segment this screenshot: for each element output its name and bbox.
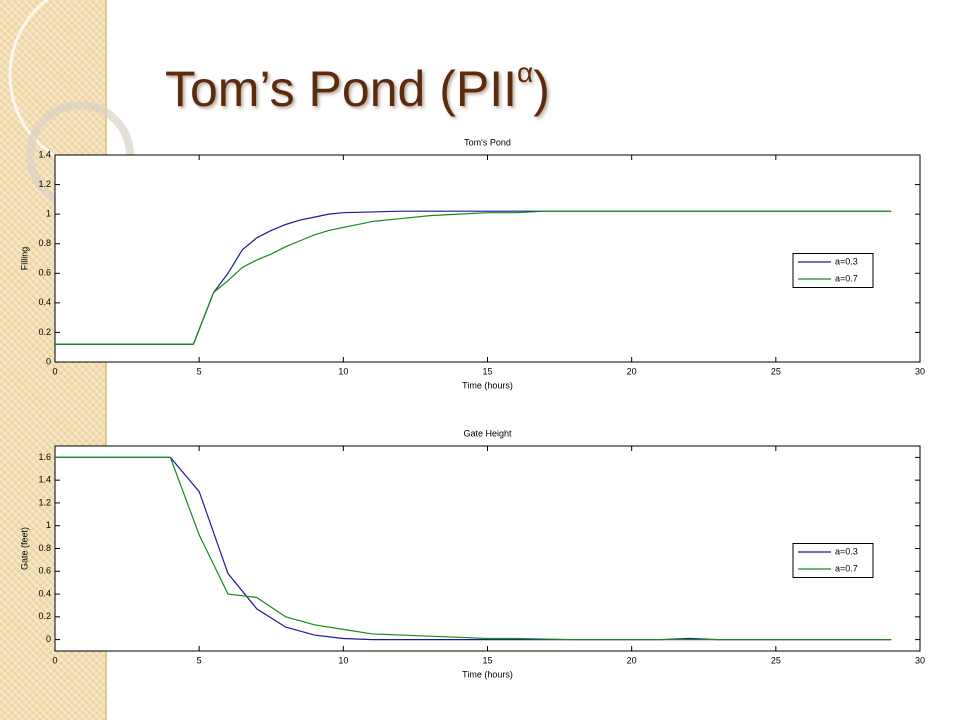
legend-box <box>792 543 874 578</box>
legend-label: a=0.3 <box>835 256 858 266</box>
chart-title: Gate Height <box>463 428 512 438</box>
x-tick-label: 0 <box>52 366 57 376</box>
x-tick-label: 20 <box>627 655 637 665</box>
series-line <box>55 456 892 641</box>
x-tick-label: 30 <box>915 366 925 376</box>
y-tick-label: 0 <box>46 356 51 366</box>
x-tick-label: 30 <box>915 655 925 665</box>
legend-label: a=0.7 <box>835 273 858 283</box>
y-tick-label: 0.8 <box>38 238 51 248</box>
x-tick-label: 15 <box>482 655 492 665</box>
y-tick-label: 0.4 <box>38 297 51 307</box>
y-tick-label: 0 <box>46 634 51 644</box>
legend-label: a=0.3 <box>835 546 858 556</box>
title-superscript: α <box>517 57 534 89</box>
series-line <box>55 210 892 345</box>
x-tick-label: 15 <box>482 366 492 376</box>
y-tick-label: 0.4 <box>38 588 51 598</box>
legend-box <box>792 253 874 288</box>
y-tick-label: 0.6 <box>38 268 51 278</box>
x-tick-label: 0 <box>52 655 57 665</box>
y-tick-label: 0.2 <box>38 327 51 337</box>
y-tick-label: 1.2 <box>38 497 51 507</box>
y-tick-label: 1 <box>46 209 51 219</box>
x-tick-label: 5 <box>197 366 202 376</box>
plot-area <box>54 154 921 363</box>
y-tick-label: 1.2 <box>38 179 51 189</box>
x-tick-label: 25 <box>771 655 781 665</box>
y-axis-label: Filling <box>19 247 29 271</box>
x-axis-label: Time (hours) <box>462 669 513 679</box>
plot-area <box>54 445 921 652</box>
title-text: ) <box>533 61 550 117</box>
x-tick-label: 5 <box>197 655 202 665</box>
y-axis-label: Gate (feet) <box>19 527 29 570</box>
x-axis-label: Time (hours) <box>462 380 513 390</box>
y-tick-label: 0.6 <box>38 566 51 576</box>
title-text: Tom’s Pond (PII <box>165 61 518 117</box>
y-tick-label: 1 <box>46 520 51 530</box>
y-tick-label: 1.4 <box>38 149 51 159</box>
y-tick-label: 0.8 <box>38 543 51 553</box>
chart-title: Tom's Pond <box>464 137 511 147</box>
y-tick-label: 1.6 <box>38 452 51 462</box>
x-tick-label: 20 <box>627 366 637 376</box>
x-tick-label: 10 <box>338 655 348 665</box>
x-tick-label: 10 <box>338 366 348 376</box>
y-tick-label: 0.2 <box>38 611 51 621</box>
legend-label: a=0.7 <box>835 563 858 573</box>
x-tick-label: 25 <box>771 366 781 376</box>
slide-title: Tom’s Pond (PIIα) <box>165 57 550 118</box>
y-tick-label: 1.4 <box>38 475 51 485</box>
